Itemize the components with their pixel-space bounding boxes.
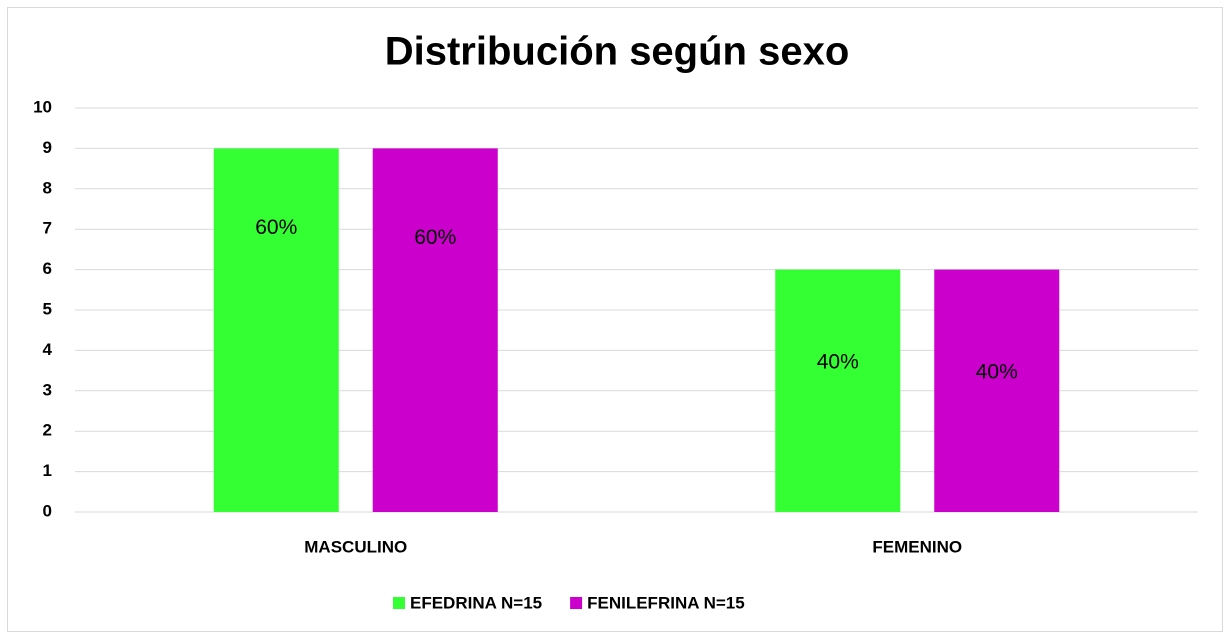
y-tick-label: 3: [43, 380, 52, 399]
y-tick-label: 0: [43, 501, 52, 520]
bar: [775, 269, 901, 512]
chart-title: Distribución según sexo: [385, 30, 850, 74]
y-tick-label: 1: [43, 461, 52, 480]
y-tick-label: 10: [33, 97, 52, 116]
data-label: 40%: [817, 350, 859, 373]
y-tick-label: 5: [43, 299, 52, 318]
y-tick-label: 2: [43, 421, 52, 440]
bar: [372, 148, 498, 512]
y-tick-label: 8: [43, 178, 52, 197]
x-tick-label: MASCULINO: [304, 537, 407, 556]
legend-label: EFEDRINA N=15: [410, 593, 542, 612]
y-tick-label: 9: [43, 138, 52, 157]
legend-swatch: [393, 597, 405, 609]
y-tick-label: 6: [43, 259, 52, 278]
data-label: 40%: [976, 360, 1018, 383]
x-tick-label: FEMENINO: [872, 537, 962, 556]
legend-swatch: [570, 597, 583, 609]
bar: [934, 269, 1060, 512]
data-label: 60%: [414, 226, 456, 249]
data-label: 60%: [255, 216, 297, 239]
legend-label: FENILEFRINA N=15: [587, 593, 745, 612]
y-tick-label: 4: [43, 340, 53, 359]
bar: [213, 148, 339, 512]
y-tick-label: 7: [43, 219, 52, 238]
